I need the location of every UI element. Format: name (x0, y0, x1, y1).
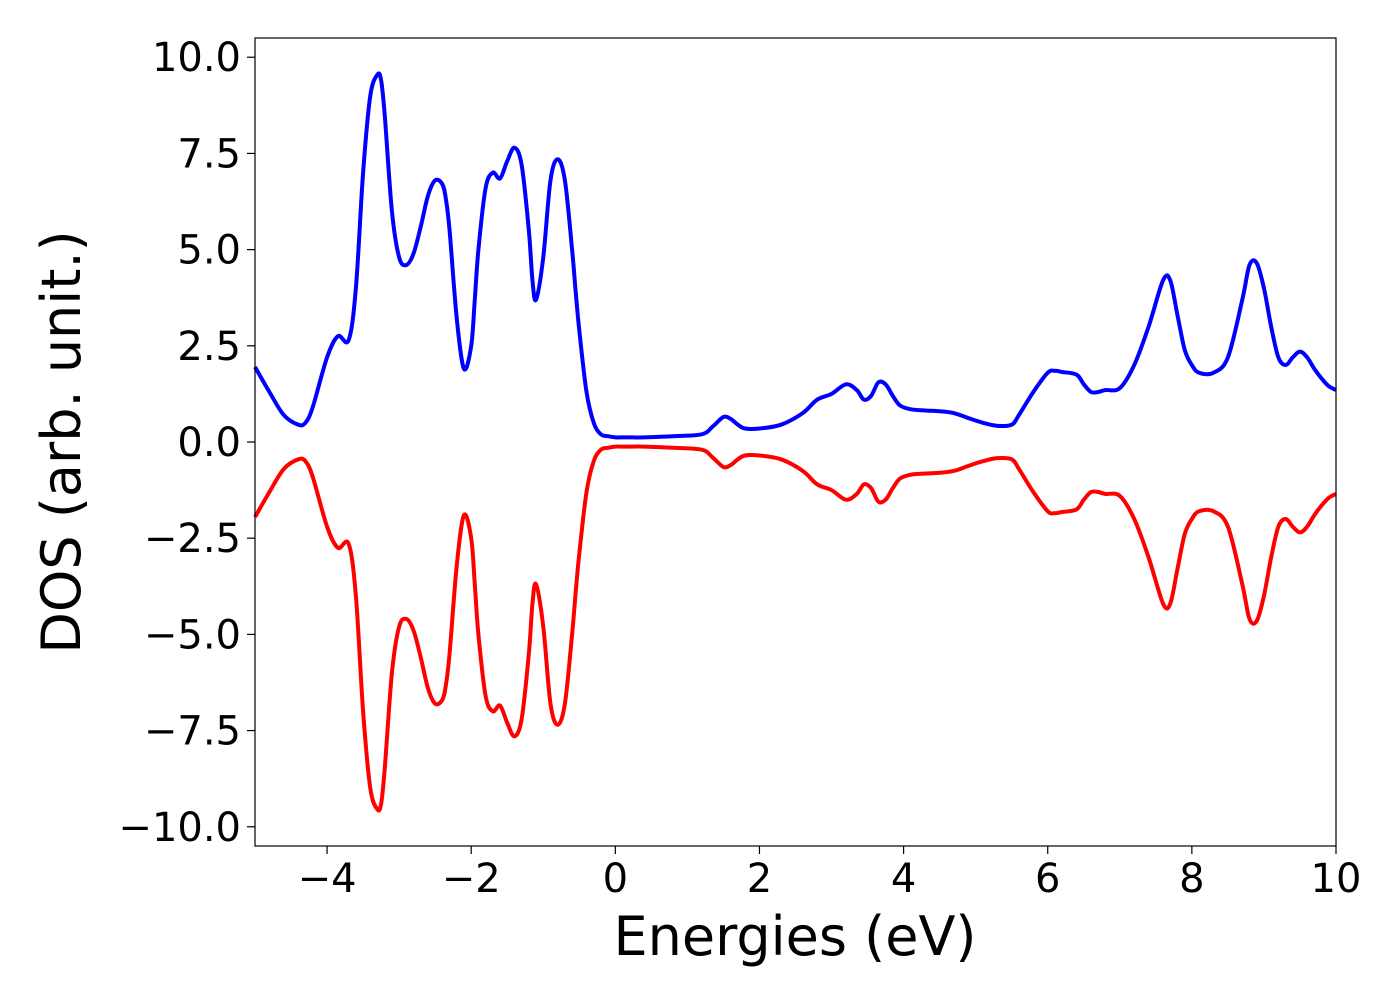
series-line-spin-up (253, 71, 1337, 440)
x-axis-ticks: −4 −2 0 2 4 6 8 10 (298, 846, 1362, 902)
x-tick-label: 8 (1179, 856, 1204, 902)
y-tick-label: 2.5 (177, 324, 241, 370)
x-axis-label: Energies (eV) (614, 905, 977, 968)
y-axis-label: DOS (arb. unit.) (30, 230, 93, 653)
x-tick-label: 2 (747, 856, 772, 902)
plot-background (255, 38, 1336, 846)
y-tick-label: 10.0 (152, 35, 241, 81)
y-tick-label: 7.5 (177, 131, 241, 177)
y-tick-label: 0.0 (177, 420, 241, 466)
y-tick-label: −7.5 (144, 709, 241, 755)
series-line-spin-down (253, 444, 1337, 813)
x-tick-label: −4 (298, 856, 357, 902)
y-axis-ticks: −10.0 −7.5 −5.0 −2.5 0.0 2.5 5.0 7.5 10.0 (118, 35, 255, 851)
y-tick-label: −10.0 (118, 805, 241, 851)
x-tick-label: 4 (891, 856, 916, 902)
y-tick-label: 5.0 (177, 228, 241, 274)
y-tick-label: −5.0 (144, 612, 241, 658)
x-tick-label: 10 (1311, 856, 1362, 902)
x-tick-label: 6 (1035, 856, 1060, 902)
series-layer (253, 71, 1337, 813)
y-tick-label: −2.5 (144, 516, 241, 562)
x-tick-label: 0 (603, 856, 628, 902)
x-tick-label: −2 (442, 856, 501, 902)
